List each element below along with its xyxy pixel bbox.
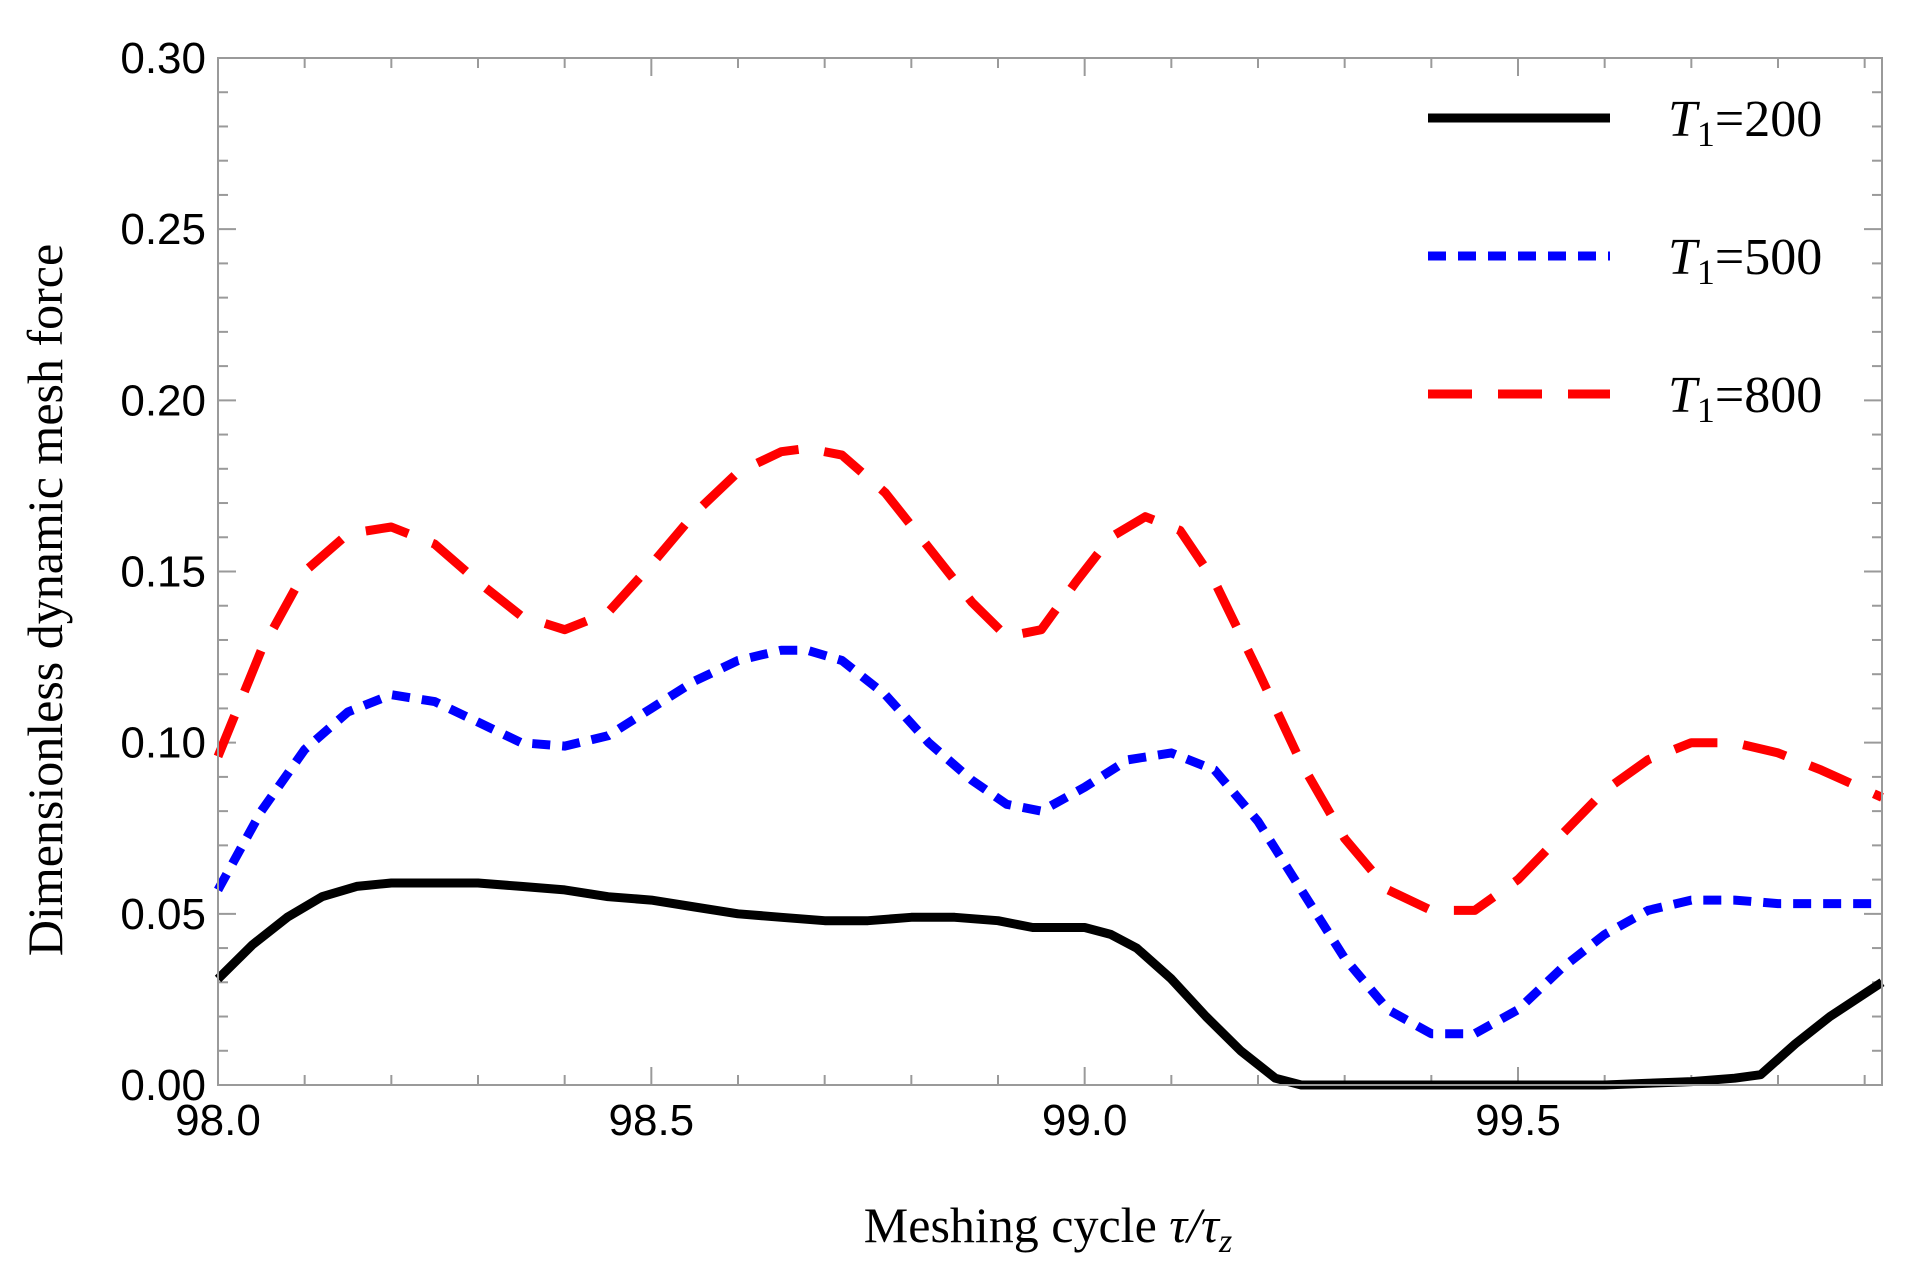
y-axis-tick-labels: 0.00 0.05 0.10 0.15 0.20 0.25 0.30 <box>120 34 206 1110</box>
y-tick-label: 0.00 <box>120 1061 206 1110</box>
x-axis-title-math: τ/τ <box>1169 1197 1221 1253</box>
x-axis-tick-labels: 98.0 98.5 99.0 99.5 <box>175 1096 1561 1145</box>
legend-item-t1-500: T1=500 <box>1428 229 1822 292</box>
x-axis-ticks <box>217 58 1866 1085</box>
y-tick-label: 0.25 <box>120 205 206 254</box>
x-tick-label: 99.5 <box>1475 1096 1561 1145</box>
legend-item-t1-800: T1=800 <box>1428 367 1822 430</box>
legend-label-t1-800: T1=800 <box>1668 367 1822 430</box>
legend-rest: =500 <box>1715 229 1822 286</box>
legend-rest: =800 <box>1715 367 1822 424</box>
y-tick-label: 0.20 <box>120 376 206 425</box>
legend-sub: 1 <box>1697 114 1715 154</box>
x-tick-label: 99.0 <box>1042 1096 1128 1145</box>
series-layer <box>213 443 1885 1090</box>
series-line-t1-200 <box>214 878 1885 1090</box>
legend-rest: =200 <box>1715 91 1822 148</box>
y-tick-label: 0.05 <box>120 890 206 939</box>
x-axis-title-subscript: z <box>1218 1223 1232 1260</box>
plot-frame <box>217 57 1883 1086</box>
x-axis-title-text: Meshing cycle <box>864 1197 1169 1253</box>
y-tick-label: 0.15 <box>120 548 206 597</box>
legend-var: T <box>1668 229 1700 286</box>
x-tick-label: 98.0 <box>175 1096 261 1145</box>
legend-sub: 1 <box>1697 252 1715 292</box>
y-axis-title: Dimensionless dynamic mesh force <box>17 244 73 956</box>
legend: T1=200 T1=500 T1=800 <box>1428 91 1822 430</box>
legend-label-t1-500: T1=500 <box>1668 229 1822 292</box>
legend-var: T <box>1668 367 1700 424</box>
y-tick-label: 0.30 <box>120 34 206 83</box>
y-tick-label: 0.10 <box>120 719 206 768</box>
x-axis-title: Meshing cycle τ/τz <box>864 1197 1232 1260</box>
legend-sub: 1 <box>1697 390 1715 430</box>
legend-var: T <box>1668 91 1700 148</box>
x-tick-label: 98.5 <box>609 1096 695 1145</box>
legend-label-t1-200: T1=200 <box>1668 91 1822 154</box>
series-line-t1-500 <box>214 645 1882 1039</box>
legend-item-t1-200: T1=200 <box>1428 91 1822 154</box>
series-line-t1-800 <box>213 443 1884 915</box>
